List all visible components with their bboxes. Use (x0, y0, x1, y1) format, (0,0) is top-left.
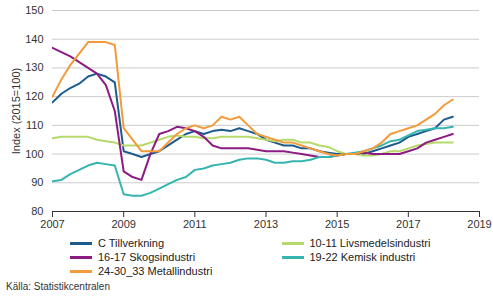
svg-text:90: 90 (31, 176, 43, 188)
svg-text:2017: 2017 (396, 218, 420, 230)
svg-text:2011: 2011 (183, 218, 207, 230)
svg-text:2015: 2015 (325, 218, 349, 230)
svg-text:140: 140 (25, 33, 43, 45)
svg-text:150: 150 (25, 4, 43, 16)
svg-text:130: 130 (25, 61, 43, 73)
svg-text:2013: 2013 (254, 218, 278, 230)
svg-text:100: 100 (25, 148, 43, 160)
html-text:C Tillverkning: C Tillverkning (98, 237, 164, 249)
svg-text:120: 120 (25, 90, 43, 102)
html-text:Källa: Statistikcentralen: Källa: Statistikcentralen (6, 281, 110, 292)
html-text:19-22 Kemisk industri: 19-22 Kemisk industri (309, 251, 416, 263)
html-text:10-11 Livsmedelsindustri: 10-11 Livsmedelsindustri (309, 237, 431, 249)
html-text:24-30_33 Metallindustri: 24-30_33 Metallindustri (98, 265, 213, 277)
svg-text:2007: 2007 (40, 218, 64, 230)
svg-text:Index (2015=100): Index (2015=100) (10, 68, 22, 155)
svg-text:110: 110 (26, 119, 44, 131)
svg-text:80: 80 (31, 205, 43, 217)
svg-text:2019: 2019 (467, 218, 491, 230)
html-text:16-17 Skogsindustri: 16-17 Skogsindustri (98, 251, 196, 263)
svg-text:2009: 2009 (111, 218, 135, 230)
